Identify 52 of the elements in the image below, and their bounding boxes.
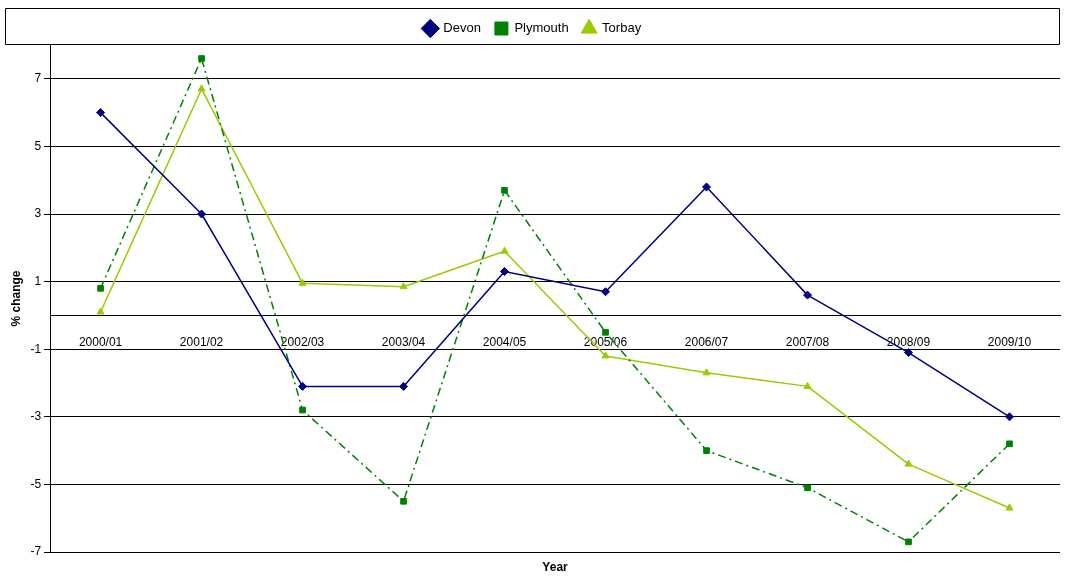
point <box>197 84 206 92</box>
x-tick-label: 2008/09 <box>886 334 931 349</box>
y-tick-label: -5 <box>30 476 42 491</box>
point <box>804 484 811 492</box>
legend-label: Devon <box>443 20 481 36</box>
y-tick-label: 3 <box>34 206 42 221</box>
x-tick-label: 2009/10 <box>987 334 1032 349</box>
point <box>399 282 408 290</box>
point <box>1006 440 1013 448</box>
x-axis-title: Year <box>542 560 569 575</box>
point <box>399 381 409 391</box>
point <box>803 290 813 300</box>
y-tick-label: 1 <box>34 273 42 288</box>
y-tick-label: 5 <box>34 138 42 153</box>
point <box>299 406 306 414</box>
y-axis-title: % change <box>8 270 23 327</box>
point <box>96 108 106 118</box>
y-tick-label: -1 <box>30 341 42 356</box>
point <box>904 348 914 358</box>
legend-label: Torbay <box>602 20 642 36</box>
point <box>298 278 307 286</box>
point <box>905 538 912 546</box>
point <box>298 381 308 391</box>
point <box>96 307 105 315</box>
x-tick-label: 2007/08 <box>785 334 830 349</box>
point <box>601 351 610 359</box>
point <box>803 381 812 389</box>
x-tick-label: 2006/07 <box>684 334 729 349</box>
point <box>500 246 509 254</box>
point <box>198 55 205 62</box>
y-tick-label: -7 <box>30 544 42 559</box>
point <box>703 447 710 454</box>
point <box>904 459 913 467</box>
x-tick-label: 2001/02 <box>179 334 224 349</box>
x-tick-label: 2004/05 <box>482 334 527 349</box>
x-tick-label: 2003/04 <box>381 334 426 349</box>
point <box>400 497 407 505</box>
point <box>602 328 609 336</box>
x-tick-label: 2000/01 <box>78 334 123 349</box>
point <box>702 368 711 376</box>
point <box>1005 503 1014 511</box>
y-tick-label: -3 <box>30 409 42 424</box>
point <box>702 182 712 192</box>
legend-label: Plymouth <box>514 20 569 36</box>
point <box>601 287 611 297</box>
point <box>501 187 508 194</box>
point <box>197 209 207 219</box>
point <box>97 285 104 292</box>
y-tick-label: 7 <box>34 71 42 86</box>
x-tick-label: 2002/03 <box>280 334 325 349</box>
point <box>1005 412 1014 422</box>
point <box>500 266 510 276</box>
